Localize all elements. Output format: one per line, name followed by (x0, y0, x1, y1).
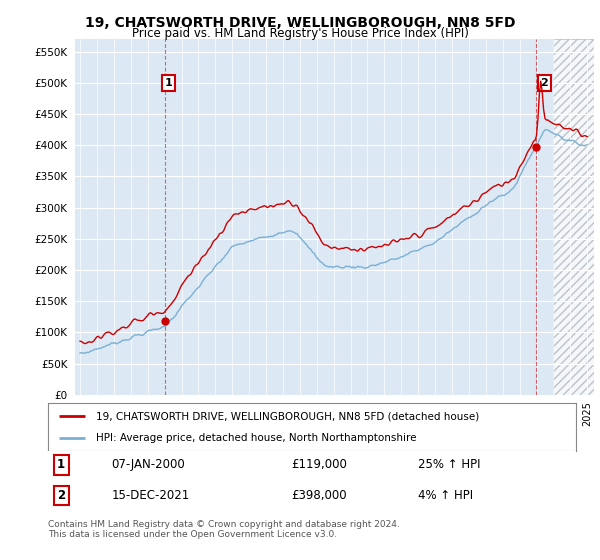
Text: 2: 2 (541, 78, 548, 88)
Text: £119,000: £119,000 (291, 459, 347, 472)
Text: 19, CHATSWORTH DRIVE, WELLINGBOROUGH, NN8 5FD (detached house): 19, CHATSWORTH DRIVE, WELLINGBOROUGH, NN… (95, 411, 479, 421)
Text: £398,000: £398,000 (291, 489, 347, 502)
Text: Price paid vs. HM Land Registry's House Price Index (HPI): Price paid vs. HM Land Registry's House … (131, 27, 469, 40)
Text: 1: 1 (165, 78, 173, 88)
Bar (553, 39, 600, 395)
Text: 2: 2 (57, 489, 65, 502)
Text: 15-DEC-2021: 15-DEC-2021 (112, 489, 190, 502)
Text: 4% ↑ HPI: 4% ↑ HPI (418, 489, 473, 502)
Text: 25% ↑ HPI: 25% ↑ HPI (418, 459, 480, 472)
Text: 07-JAN-2000: 07-JAN-2000 (112, 459, 185, 472)
Bar (75, 39, 553, 395)
Text: 19, CHATSWORTH DRIVE, WELLINGBOROUGH, NN8 5FD: 19, CHATSWORTH DRIVE, WELLINGBOROUGH, NN… (85, 16, 515, 30)
Text: 1: 1 (57, 459, 65, 472)
Text: HPI: Average price, detached house, North Northamptonshire: HPI: Average price, detached house, Nort… (95, 433, 416, 443)
Text: Contains HM Land Registry data © Crown copyright and database right 2024.
This d: Contains HM Land Registry data © Crown c… (48, 520, 400, 539)
